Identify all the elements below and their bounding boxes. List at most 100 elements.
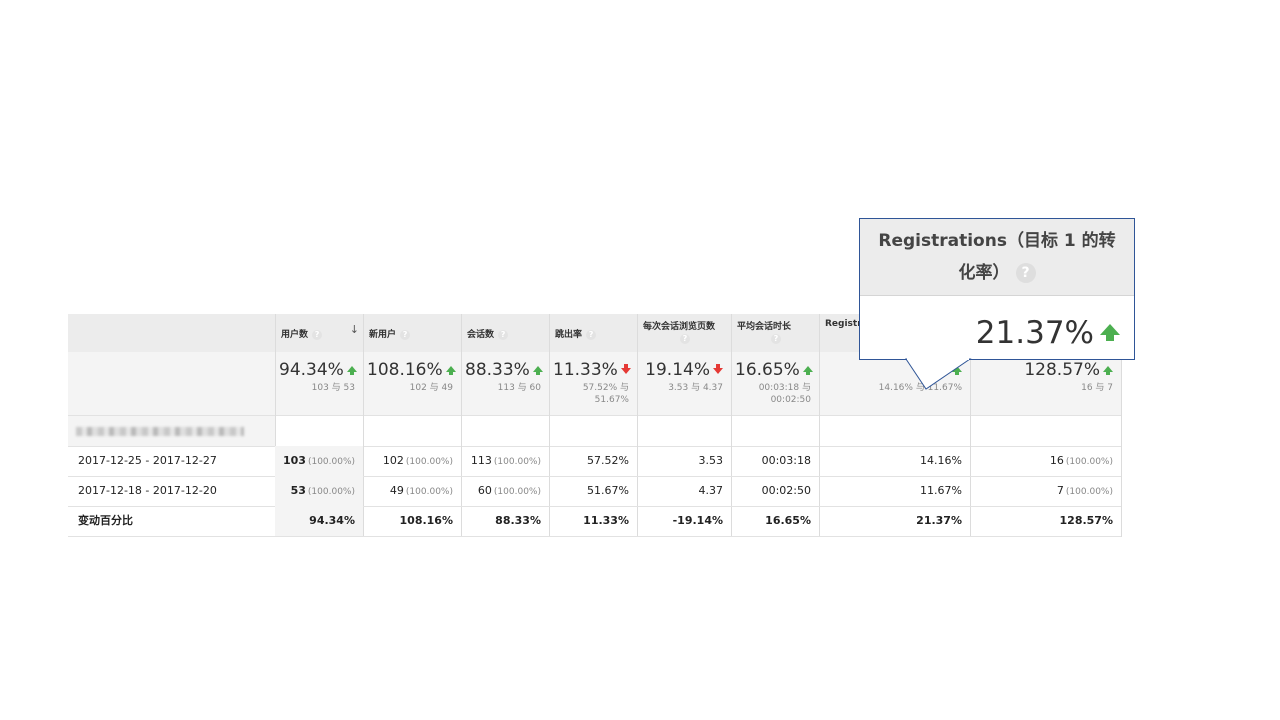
summary-cell-3: 88.33% 113 与 60 (461, 352, 549, 415)
column-divider (970, 314, 971, 537)
help-icon[interactable]: ? (771, 334, 781, 344)
row-label: 变动百分比 (78, 514, 133, 527)
trend-up-icon (952, 366, 962, 375)
cell-percent: (100.00%) (493, 487, 541, 497)
table-cell: 57.52% (549, 446, 637, 476)
summary-cell-6: 16.65% 00:03:18 与 00:02:50 (731, 352, 819, 415)
trend-up-icon (1103, 366, 1113, 375)
segment-row (68, 416, 1121, 447)
cell-value: 00:02:50 (761, 484, 811, 497)
table-cell: 128.57% (970, 506, 1121, 536)
table-cell: 21.37% (819, 506, 970, 536)
column-divider (549, 314, 550, 537)
column-divider (731, 314, 732, 537)
summary-comparison: 113 与 60 (497, 383, 541, 393)
cell-value: -19.14% (672, 514, 723, 527)
cell-value: 00:03:18 (761, 454, 811, 467)
summary-value-text: 88.33% (465, 360, 530, 380)
cell-value: 53 (290, 484, 306, 497)
table-cell: 113 (100.00%) (461, 446, 549, 476)
help-icon[interactable]: ? (400, 329, 411, 340)
cell-value: 7 (1056, 484, 1064, 497)
trend-down-icon (620, 364, 631, 374)
cell-value: 94.34% (309, 514, 355, 527)
summary-value-text: 11.33% (553, 360, 618, 380)
help-icon[interactable]: ? (1015, 263, 1036, 283)
column-header-3[interactable]: 会话数? (461, 314, 549, 352)
summary-cell-2: 108.16% 102 与 49 (363, 352, 461, 415)
cell-value: 3.53 (698, 454, 724, 467)
column-header-label: 新用户 (369, 330, 397, 340)
summary-value-text: 19.14% (645, 360, 710, 380)
column-header-label: 每次会话浏览页数 (643, 322, 716, 332)
callout-pointer (905, 358, 972, 390)
column-header-7[interactable]: Registr (819, 314, 970, 352)
table-cell: 11.33% (549, 506, 637, 536)
trend-up-icon (1100, 324, 1120, 341)
trend-up-icon (445, 366, 456, 375)
trend-up-icon (532, 366, 543, 375)
cell-value: 102 (382, 454, 404, 467)
column-header-6[interactable]: 平均会话时长? (731, 314, 819, 352)
summary-value: 19.14% (641, 360, 723, 380)
table-cell: 94.34% (275, 506, 363, 536)
callout-header: Registrations（目标 1 的转化率）? (860, 219, 1134, 296)
cell-value: 128.57% (1059, 514, 1113, 527)
column-divider (819, 314, 820, 537)
cell-value: 11.33% (583, 514, 629, 527)
change-percent-row: 变动百分比 94.34% 108.16% 88.33% 11.33% -19.14% 16.… (68, 506, 1121, 537)
column-header-2[interactable]: 新用户? (363, 314, 461, 352)
cell-value: 49 (389, 484, 404, 497)
column-header-label: 平均会话时长 (737, 322, 792, 332)
table-cell: 16.65% (731, 506, 819, 536)
cell-value: 21.37% (916, 514, 962, 527)
column-divider (363, 314, 364, 537)
summary-cell-4: 11.33% 57.52% 与 51.67% (549, 352, 637, 415)
table-cell: 16 (100.00%) (970, 446, 1121, 476)
column-header-label: 用户数 (281, 330, 309, 340)
cell-value: 108.16% (399, 514, 453, 527)
trend-up-icon (802, 366, 813, 375)
help-icon[interactable]: ? (586, 329, 597, 340)
column-divider (461, 314, 462, 537)
table-cell: 00:03:18 (731, 446, 819, 476)
cell-value: 88.33% (495, 514, 541, 527)
help-icon[interactable]: ? (680, 334, 690, 344)
help-icon[interactable]: ? (498, 329, 509, 340)
help-icon[interactable]: ? (312, 329, 323, 340)
column-header-1[interactable]: 用户数? ↓ (275, 314, 363, 352)
cell-value: 11.67% (920, 484, 962, 497)
column-header-5[interactable]: 每次会话浏览页数? (637, 314, 731, 352)
table-cell: 60 (100.00%) (461, 476, 549, 506)
cell-percent: (100.00%) (1065, 457, 1113, 467)
cell-value: 51.67% (587, 484, 629, 497)
cell-value: 103 (283, 454, 306, 467)
summary-value: 108.16% (367, 360, 456, 380)
cell-value: 57.52% (587, 454, 629, 467)
cell-percent: (100.00%) (493, 457, 541, 467)
table-cell: 103 (100.00%) (275, 446, 363, 476)
cell-percent: (100.00%) (307, 457, 356, 467)
registrations-callout: Registrations（目标 1 的转化率）? 21.37% (859, 218, 1135, 390)
table-cell: 51.67% (549, 476, 637, 506)
row-label: 2017-12-18 - 2017-12-20 (78, 484, 217, 497)
column-header-4[interactable]: 跳出率? (549, 314, 637, 352)
table-cell: -19.14% (637, 506, 731, 536)
table-cell: 108.16% (363, 506, 461, 536)
callout-title: Registrations（目标 1 的转化率）? (870, 225, 1124, 289)
cell-value: 16.65% (765, 514, 811, 527)
summary-comparison: 3.53 与 4.37 (668, 383, 723, 393)
summary-comparison: 14.16% 与 11.67% (878, 383, 962, 393)
summary-value-text: 94.34% (279, 360, 344, 380)
summary-value-text: 16.65% (735, 360, 800, 380)
cell-percent: (100.00%) (405, 457, 453, 467)
column-divider (275, 314, 276, 537)
table-cell: 7 (100.00%) (970, 476, 1121, 506)
table-cell: 53 (100.00%) (275, 476, 363, 506)
summary-value-text: 128.57% (1024, 360, 1100, 380)
sort-descending-icon[interactable]: ↓ (349, 323, 359, 336)
summary-cell-1: 94.34% 103 与 53 (275, 352, 363, 415)
summary-comparison: 103 与 53 (311, 383, 355, 393)
summary-cell-8: 128.57% 16 与 7 (970, 352, 1121, 415)
cell-value: 4.37 (698, 484, 724, 497)
